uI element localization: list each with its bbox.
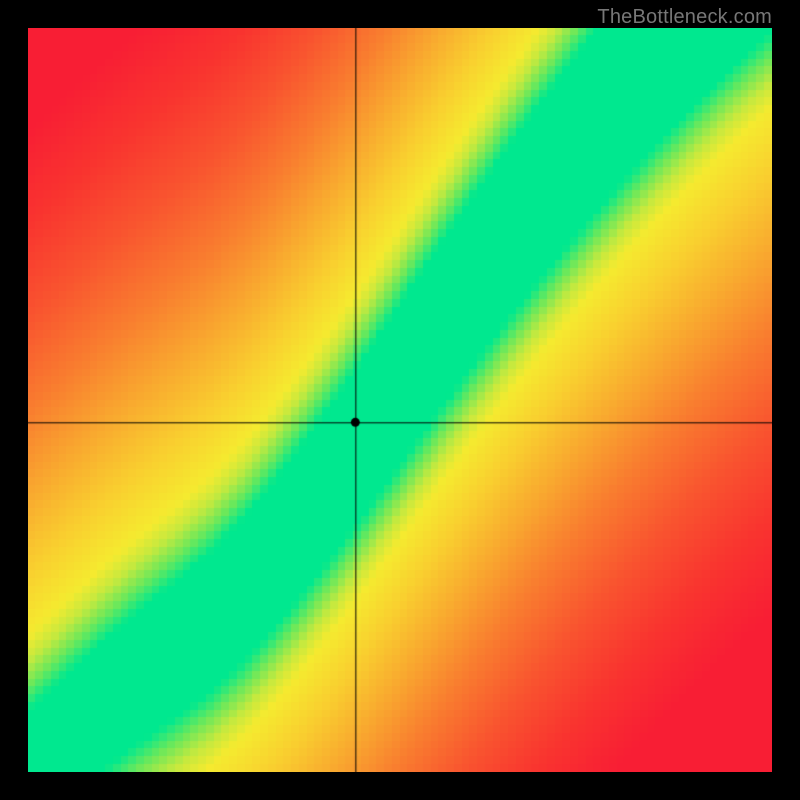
watermark-text: TheBottleneck.com (597, 6, 772, 29)
chart-frame: TheBottleneck.com (0, 0, 800, 800)
heatmap-canvas (28, 28, 772, 772)
heatmap-plot (28, 28, 772, 772)
